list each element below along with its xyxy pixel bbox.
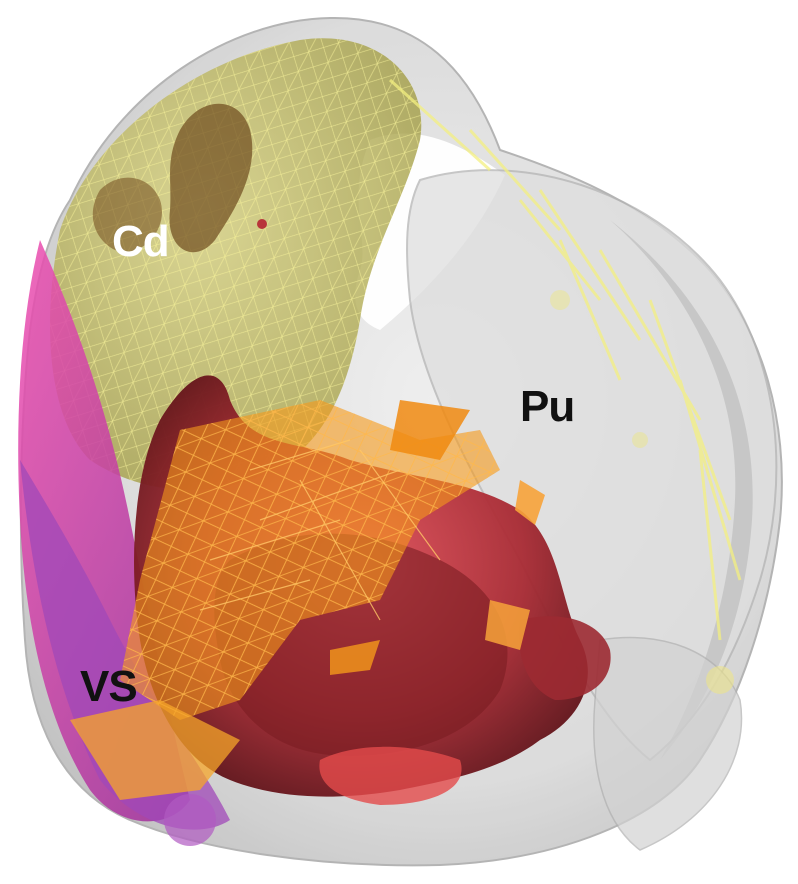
yellow-mesh-region xyxy=(50,38,742,694)
red-dot-marker xyxy=(257,219,267,229)
label-caudate: Cd xyxy=(112,217,170,266)
label-putamen: Pu xyxy=(520,382,575,431)
label-ventral-striatum: VS xyxy=(80,662,138,711)
orange-shard-region xyxy=(70,400,545,800)
